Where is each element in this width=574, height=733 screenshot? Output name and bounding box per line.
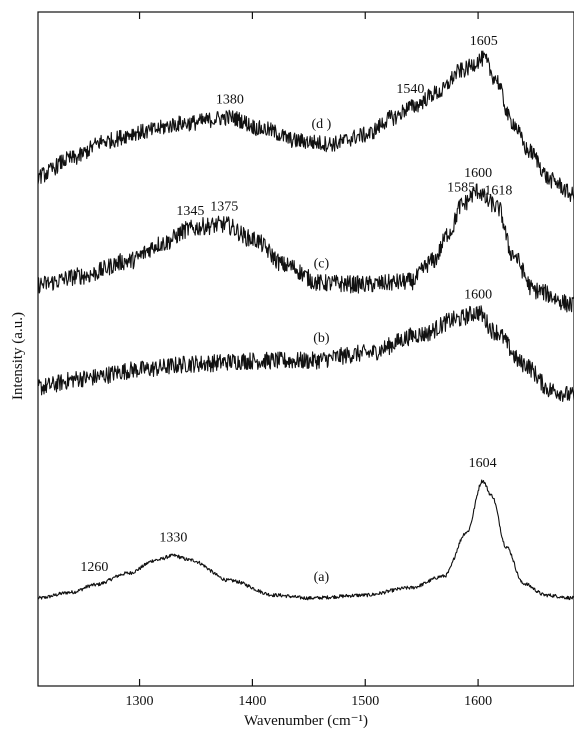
peak-label: 1380 — [216, 92, 244, 107]
x-tick-label: 1400 — [238, 694, 266, 709]
trace-label: (b) — [313, 331, 330, 346]
spectrum-trace-2 — [37, 183, 574, 313]
peak-label: 1600 — [464, 166, 492, 181]
x-tick-label: 1500 — [351, 694, 379, 709]
peak-label: 1604 — [469, 456, 497, 471]
peak-label: 1260 — [80, 560, 108, 575]
y-axis-label: Intensity (a.u.) — [10, 312, 26, 400]
peak-label: 1585 — [447, 180, 475, 195]
trace-label: (a) — [314, 570, 330, 585]
trace-label: (d ) — [311, 117, 331, 132]
spectrum-trace-0 — [37, 479, 574, 601]
peak-label: 1345 — [176, 204, 204, 219]
spectra-traces — [37, 50, 574, 601]
x-axis-label: Wavenumber (cm⁻¹) — [244, 713, 368, 729]
x-axis-ticks: 1300 1400 1500 1600 — [126, 12, 492, 709]
spectrum-trace-3 — [37, 50, 574, 202]
peak-label: 1540 — [396, 82, 424, 97]
peak-label: 1330 — [159, 531, 187, 546]
plot-frame — [37, 11, 574, 687]
peak-label: 1605 — [470, 34, 498, 49]
spectrum-trace-1 — [37, 305, 574, 402]
trace-label: (c) — [314, 256, 330, 271]
peak-label: 1618 — [484, 183, 512, 198]
x-tick-label: 1300 — [126, 694, 154, 709]
x-tick-label: 1600 — [464, 694, 492, 709]
peak-label: 1375 — [210, 199, 238, 214]
peak-label: 1600 — [464, 287, 492, 302]
